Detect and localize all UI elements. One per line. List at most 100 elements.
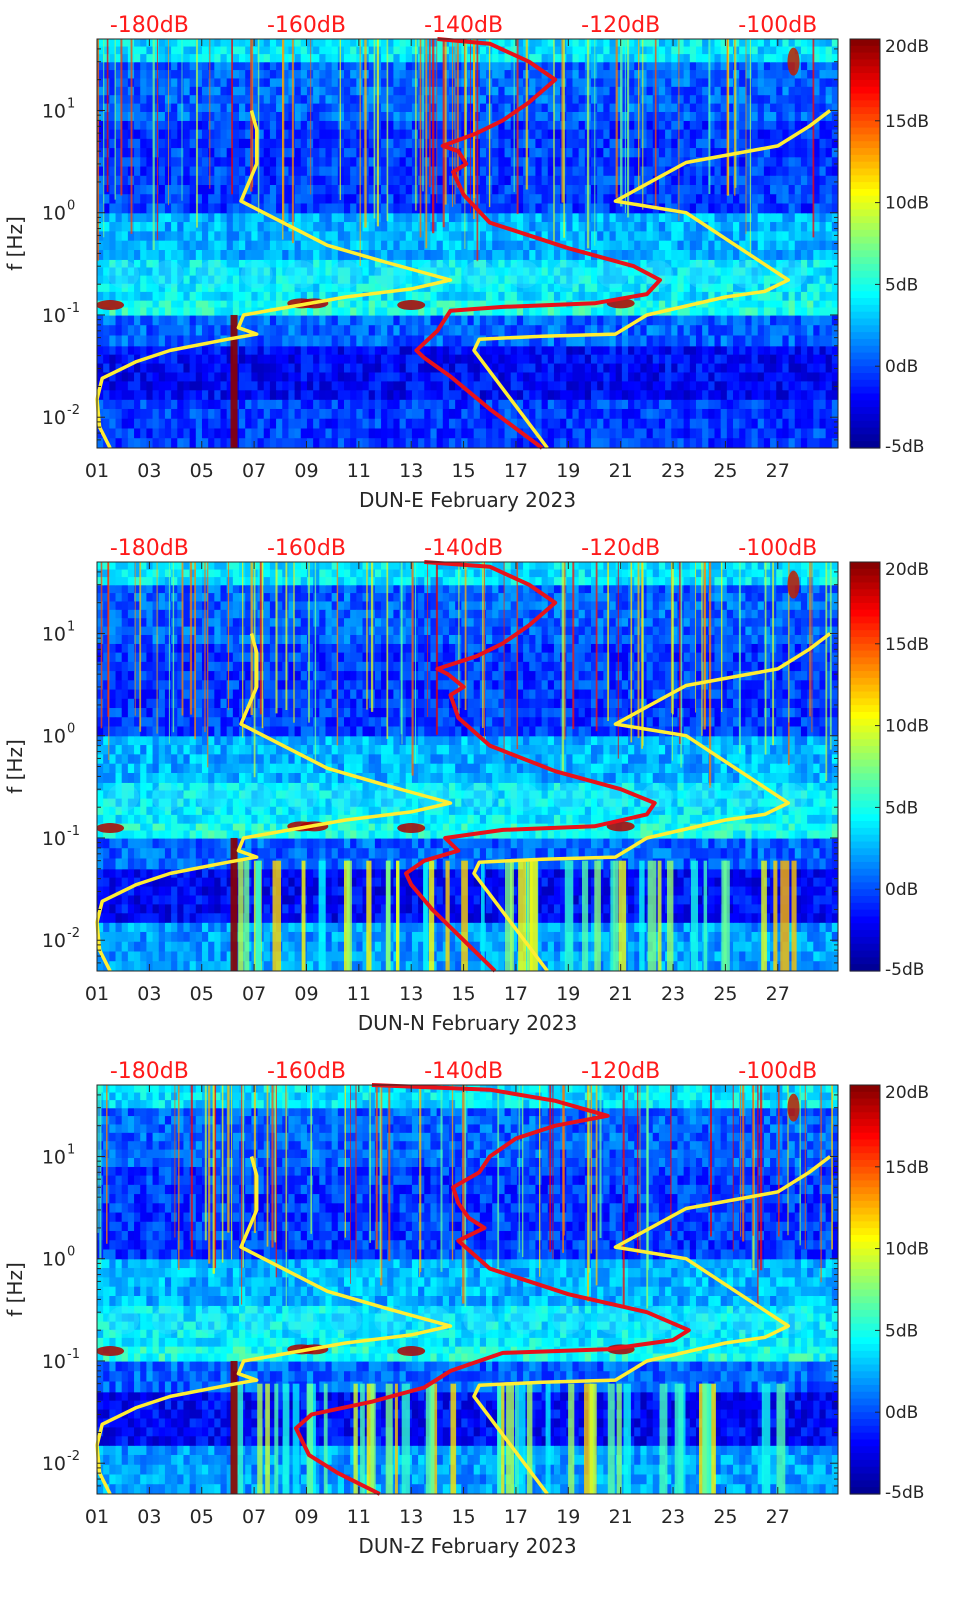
yellow-model-curve — [472, 632, 832, 973]
y-axis-label: f [Hz] — [3, 216, 27, 271]
y-tick-label: 10 — [42, 100, 66, 122]
x-tick-label: 15 — [451, 460, 475, 482]
x-tick-label: 01 — [85, 460, 109, 482]
x-tick-label: 05 — [190, 983, 214, 1005]
x-tick-label: 07 — [242, 1506, 266, 1528]
hf-event — [787, 570, 800, 599]
x-tick-label: 27 — [766, 983, 790, 1005]
top-db-label: -160dB — [267, 1059, 346, 1084]
ocean-wave-hump — [641, 783, 674, 812]
microseism-peak — [397, 823, 426, 834]
y-axis-label: f [Hz] — [3, 739, 27, 794]
spectrogram-heatmap — [97, 1085, 838, 1494]
y-tick-exponent: -1 — [67, 1347, 80, 1362]
y-tick-exponent: -2 — [67, 1449, 80, 1464]
y-tick-exponent: -1 — [67, 301, 80, 316]
ocean-wave-hump — [463, 783, 496, 812]
colorbar-frame — [849, 561, 881, 972]
y-tick-label: 10 — [42, 726, 66, 748]
yellow-model-curve — [472, 1155, 832, 1496]
y-tick-exponent: -2 — [67, 926, 80, 941]
ocean-wave-hump — [196, 260, 229, 289]
ocean-wave-hump — [107, 783, 140, 812]
ocean-wave-hump — [463, 260, 496, 289]
x-tick-label: 27 — [766, 460, 790, 482]
x-axis-label: DUN-Z February 2023 — [358, 1534, 576, 1558]
top-db-label: -180dB — [110, 1059, 189, 1084]
colorbar-label: -5dB — [885, 437, 924, 457]
x-tick-label: 19 — [556, 983, 580, 1005]
ocean-wave-hump — [730, 1306, 763, 1335]
colorbar-label: 10dB — [885, 194, 929, 214]
y-tick-label: 10 — [42, 1249, 66, 1271]
ocean-wave-hump — [329, 783, 362, 812]
ocean-wave-hump — [240, 1306, 273, 1335]
y-tick-exponent: 1 — [67, 1142, 75, 1157]
yellow-model-curve — [472, 109, 832, 450]
y-tick-label: 10 — [42, 1351, 66, 1373]
y-tick-exponent: 0 — [67, 199, 75, 214]
ocean-wave-hump — [730, 783, 763, 812]
x-tick-label: 13 — [399, 1506, 423, 1528]
ocean-wave-hump — [730, 260, 763, 289]
y-tick-exponent: -1 — [67, 824, 80, 839]
y-tick-label: 10 — [42, 1453, 66, 1475]
colorbar-label: 0dB — [885, 880, 918, 900]
x-tick-label: 25 — [713, 983, 737, 1005]
x-tick-label: 17 — [504, 460, 528, 482]
x-tick-label: 03 — [137, 1506, 161, 1528]
event-column — [230, 1360, 238, 1494]
top-db-label: -100dB — [738, 13, 817, 38]
spectrogram-heatmap — [97, 39, 838, 448]
top-db-label: -140dB — [424, 536, 503, 561]
red-psd-curve — [404, 560, 657, 973]
x-tick-label: 27 — [766, 1506, 790, 1528]
ocean-wave-hump — [552, 783, 585, 812]
x-tick-label: 13 — [399, 983, 423, 1005]
ocean-wave-hump — [151, 1306, 184, 1335]
x-tick-label: 21 — [609, 460, 633, 482]
yellow-model-curve — [95, 633, 453, 972]
ocean-wave-hump — [240, 783, 273, 812]
colorbar-label: -5dB — [885, 960, 924, 980]
ocean-wave-hump — [329, 260, 362, 289]
y-tick-exponent: 1 — [67, 619, 75, 634]
y-tick-label: 10 — [42, 623, 66, 645]
x-tick-label: 09 — [294, 983, 318, 1005]
hf-event — [787, 47, 800, 76]
colorbar-label: 15dB — [885, 635, 929, 655]
colorbar: 20dB 15dB 10dB 5dB 0dB -5dB — [849, 37, 929, 457]
ocean-wave-hump — [285, 260, 318, 289]
y-tick-label: 10 — [42, 407, 66, 429]
ocean-wave-hump — [596, 1306, 629, 1335]
top-db-label: -100dB — [738, 1059, 817, 1084]
colorbar-label: -5dB — [885, 1483, 924, 1503]
red-psd-curve — [414, 37, 662, 450]
x-tick-label: 25 — [713, 1506, 737, 1528]
x-tick-label: 23 — [661, 983, 685, 1005]
colorbar-label: 10dB — [885, 717, 929, 737]
ocean-wave-hump — [685, 1306, 718, 1335]
x-tick-label: 05 — [190, 460, 214, 482]
x-tick-label: 15 — [451, 983, 475, 1005]
event-column — [230, 314, 238, 448]
y-tick-label: 10 — [42, 828, 66, 850]
top-db-label: -180dB — [110, 13, 189, 38]
x-tick-label: 09 — [294, 1506, 318, 1528]
top-db-label: -100dB — [738, 536, 817, 561]
x-tick-label: 13 — [399, 460, 423, 482]
x-tick-label: 03 — [137, 460, 161, 482]
x-tick-label: 25 — [713, 460, 737, 482]
ocean-wave-hump — [151, 783, 184, 812]
colorbar-frame — [849, 38, 881, 449]
ocean-wave-hump — [507, 1306, 540, 1335]
x-tick-label: 11 — [347, 1506, 371, 1528]
colorbar-frame — [849, 1084, 881, 1495]
yellow-model-curve — [95, 110, 453, 449]
x-axis-label: DUN-N February 2023 — [358, 1011, 577, 1035]
x-tick-label: 11 — [347, 983, 371, 1005]
ocean-wave-hump — [641, 260, 674, 289]
colorbar: 20dB 15dB 10dB 5dB 0dB -5dB — [849, 560, 929, 980]
